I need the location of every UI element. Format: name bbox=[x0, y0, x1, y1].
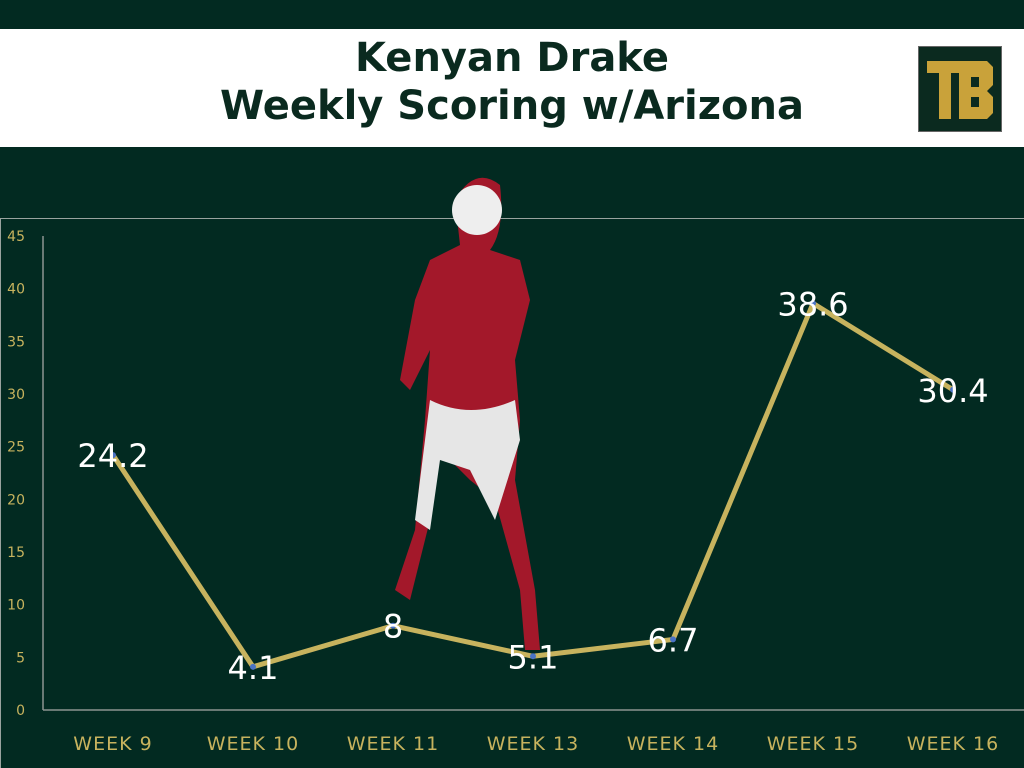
y-tick-label: 25 bbox=[7, 440, 25, 456]
y-tick-label: 15 bbox=[7, 545, 25, 561]
data-label: 5.1 bbox=[508, 638, 559, 676]
data-label: 6.7 bbox=[648, 621, 699, 659]
data-label: 4.1 bbox=[228, 649, 279, 687]
y-tick-label: 0 bbox=[16, 703, 25, 719]
data-point bbox=[390, 622, 396, 629]
y-tick-label: 10 bbox=[7, 598, 25, 614]
y-tick-label: 35 bbox=[7, 334, 25, 350]
data-point bbox=[530, 653, 536, 660]
data-point bbox=[810, 300, 816, 307]
chart-title-line1: Kenyan Drake bbox=[355, 35, 669, 81]
data-label: 8 bbox=[383, 608, 403, 646]
data-point bbox=[950, 386, 956, 393]
tb-logo bbox=[918, 46, 1002, 132]
y-tick-label: 45 bbox=[7, 229, 25, 245]
x-tick-label: WEEK 11 bbox=[347, 733, 439, 755]
data-point bbox=[250, 663, 256, 670]
x-tick-label: WEEK 14 bbox=[627, 733, 719, 755]
data-label: 30.4 bbox=[917, 372, 988, 410]
x-tick-label: WEEK 16 bbox=[907, 733, 999, 755]
title-band: Kenyan Drake Weekly Scoring w/Arizona bbox=[0, 29, 1024, 147]
x-tick-label: WEEK 10 bbox=[207, 733, 299, 755]
y-tick-label: 20 bbox=[7, 492, 25, 508]
chart-title-line2: Weekly Scoring w/Arizona bbox=[220, 83, 804, 129]
x-tick-label: WEEK 9 bbox=[73, 733, 152, 755]
y-tick-label: 40 bbox=[7, 282, 25, 298]
data-label: 38.6 bbox=[777, 285, 848, 323]
chart-frame bbox=[0, 218, 1024, 768]
y-tick-label: 30 bbox=[7, 387, 25, 403]
x-tick-label: WEEK 13 bbox=[487, 733, 579, 755]
data-point bbox=[110, 452, 116, 459]
data-point bbox=[670, 636, 676, 643]
player-photo bbox=[395, 177, 540, 650]
data-label: 24.2 bbox=[77, 437, 148, 475]
y-tick-label: 5 bbox=[16, 650, 25, 666]
x-tick-label: WEEK 15 bbox=[767, 733, 859, 755]
